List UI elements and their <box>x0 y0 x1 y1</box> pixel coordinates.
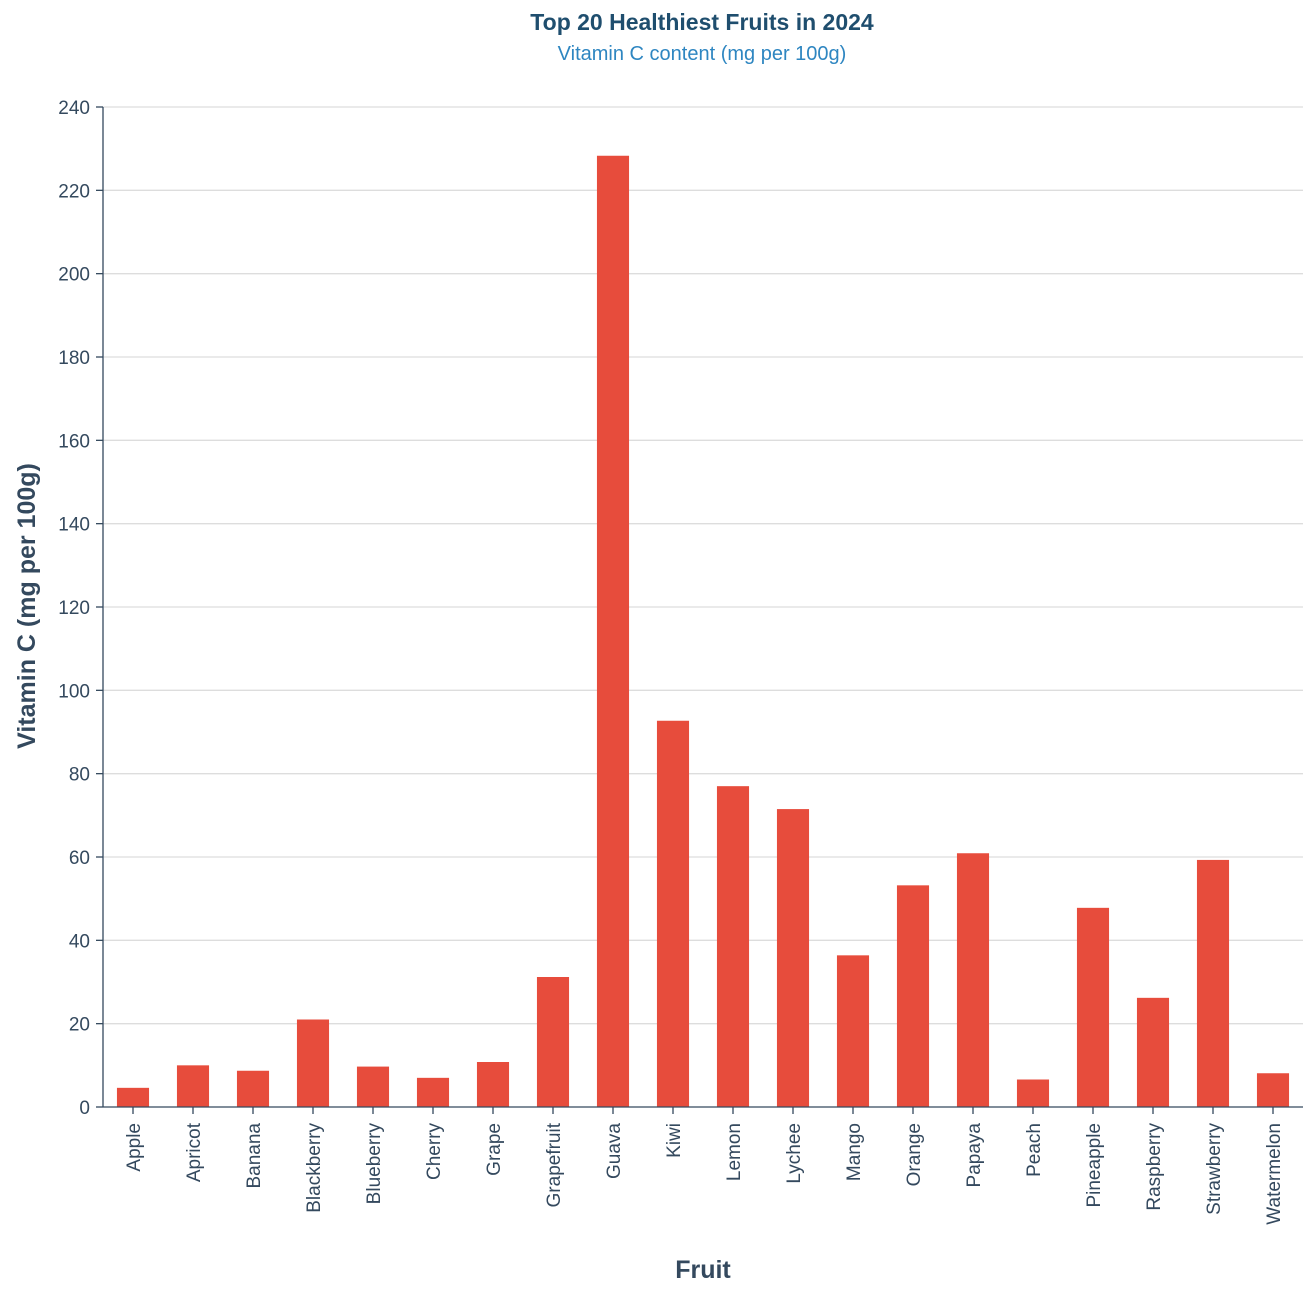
x-tick-label: Apricot <box>184 1122 205 1182</box>
y-tick-label: 240 <box>58 98 90 119</box>
bar-grape <box>476 1062 510 1107</box>
bar-mango <box>836 955 870 1107</box>
y-axis-title: Vitamin C (mg per 100g) <box>13 463 41 749</box>
x-tick-label: Banana <box>244 1123 265 1189</box>
x-tick-label: Orange <box>904 1123 925 1186</box>
bar-strawberry <box>1196 859 1230 1107</box>
chart-title: Top 20 Healthiest Fruits in 2024 <box>530 9 874 35</box>
bar-lychee <box>776 809 810 1107</box>
x-tick-label: Guava <box>604 1123 625 1179</box>
x-tick-label: Blueberry <box>364 1123 385 1205</box>
x-tick-label: Cherry <box>424 1123 445 1181</box>
y-tick-label: 100 <box>58 681 90 702</box>
bar-apricot <box>176 1065 210 1107</box>
x-tick-label: Lemon <box>724 1123 745 1181</box>
bar-papaya <box>956 853 990 1107</box>
y-tick-label: 180 <box>58 348 90 369</box>
y-tick-label: 120 <box>58 598 90 619</box>
x-tick-label: Apple <box>124 1123 145 1172</box>
bar-peach <box>1016 1079 1050 1107</box>
bar-blackberry <box>296 1019 330 1107</box>
bars <box>116 155 1290 1107</box>
chart-subtitle: Vitamin C content (mg per 100g) <box>558 43 847 65</box>
bar-apple <box>116 1087 150 1107</box>
bar-banana <box>236 1070 270 1107</box>
y-tick-label: 200 <box>58 265 90 286</box>
y-tick-label: 140 <box>58 515 90 536</box>
bar-raspberry <box>1136 997 1170 1107</box>
y-tick-label: 220 <box>58 181 90 202</box>
x-tick-label: Watermelon <box>1264 1123 1285 1225</box>
y-axis-ticks: 0 20 40 60 80 100 120 140 160 180 200 220 240 <box>58 98 103 1119</box>
grid-lines <box>103 106 1303 1025</box>
bar-blueberry <box>356 1066 390 1107</box>
x-axis-title: Fruit <box>675 1256 731 1284</box>
bar-cherry <box>416 1077 450 1107</box>
x-tick-label: Blackberry <box>304 1123 325 1213</box>
x-axis-ticks: Apple Apricot Banana Blackberry Blueberry Che… <box>124 1107 1285 1225</box>
bar-lemon <box>716 786 750 1107</box>
x-tick-label: Peach <box>1024 1123 1045 1177</box>
x-tick-label: Pineapple <box>1084 1123 1105 1208</box>
bar-kiwi <box>656 720 690 1107</box>
x-tick-label: Grape <box>484 1123 505 1176</box>
x-tick-label: Raspberry <box>1144 1123 1165 1211</box>
x-tick-label: Grapefruit <box>544 1122 565 1207</box>
x-tick-label: Strawberry <box>1204 1123 1225 1215</box>
y-tick-label: 80 <box>69 765 90 786</box>
bar-orange <box>896 885 930 1107</box>
x-tick-label: Lychee <box>784 1123 805 1184</box>
x-tick-label: Papaya <box>964 1123 985 1188</box>
y-tick-label: 60 <box>69 848 90 869</box>
bar-watermelon <box>1256 1073 1290 1107</box>
bar-pineapple <box>1076 907 1110 1107</box>
y-tick-label: 20 <box>69 1015 90 1036</box>
x-tick-label: Mango <box>844 1123 865 1181</box>
x-tick-label: Kiwi <box>664 1123 685 1158</box>
bar-grapefruit <box>536 977 570 1107</box>
y-tick-label: 0 <box>79 1098 90 1119</box>
bar-guava <box>596 155 630 1107</box>
y-tick-label: 40 <box>69 931 90 952</box>
y-tick-label: 160 <box>58 431 90 452</box>
